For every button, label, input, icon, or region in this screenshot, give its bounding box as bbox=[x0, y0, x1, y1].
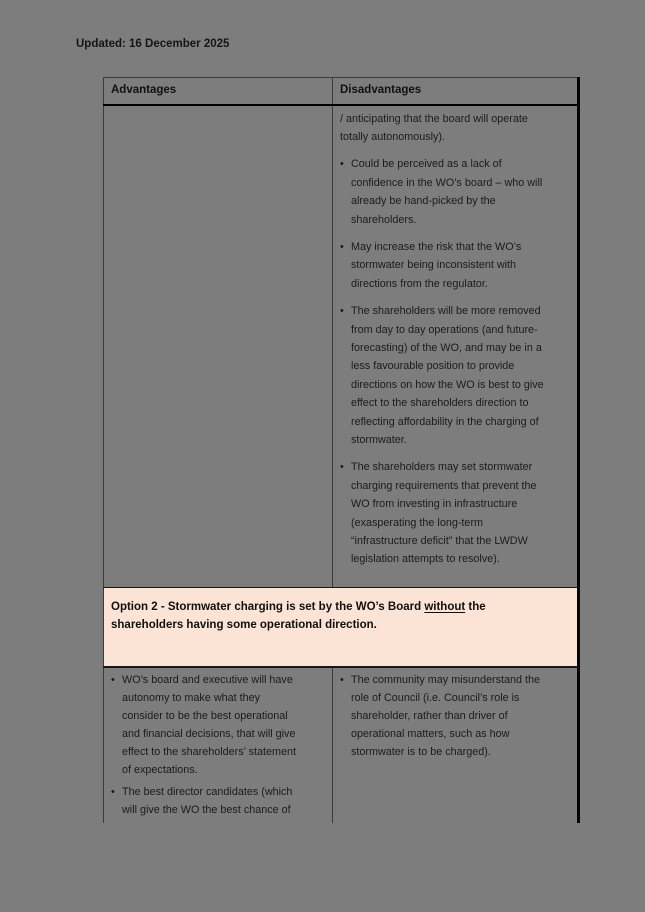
bullet-icon bbox=[340, 302, 351, 449]
disadvantages-cell: The community may misunderstand the role… bbox=[332, 666, 579, 823]
list-item: Could be perceived as a lack of confiden… bbox=[340, 155, 567, 229]
list-item: WO’s board and executive will have auton… bbox=[111, 671, 322, 779]
bullet-icon bbox=[340, 671, 351, 761]
table-header-row: Advantages Disadvantages bbox=[103, 77, 579, 106]
disadvantages-cell: / anticipating that the board will opera… bbox=[332, 104, 579, 588]
advantages-disadvantages-table: Advantages Disadvantages / anticipating … bbox=[103, 77, 580, 823]
advantages-cell-empty bbox=[103, 104, 333, 588]
list-item-text: The community may misunderstand the role… bbox=[351, 673, 541, 758]
continued-paragraph: / anticipating that the board will opera… bbox=[340, 112, 528, 143]
list-item-text: The shareholders may set stormwater char… bbox=[351, 461, 537, 566]
list-item: The best director candidates (which will… bbox=[111, 783, 322, 819]
advantages-column-header: Advantages bbox=[103, 77, 333, 106]
bullet-icon bbox=[111, 671, 122, 779]
disadvantages-list: Could be perceived as a lack of confiden… bbox=[340, 155, 567, 569]
option-2-heading-row: Option 2 - Stormwater charging is set by… bbox=[103, 587, 579, 668]
table-row-option1-continued: / anticipating that the board will opera… bbox=[103, 104, 579, 588]
list-item: The shareholders may set stormwater char… bbox=[340, 458, 567, 568]
list-item: May increase the risk that the WO’s stor… bbox=[340, 238, 567, 293]
option-2-text-before: Option 2 - Stormwater charging is set by… bbox=[111, 601, 425, 613]
list-item-text: Could be perceived as a lack of confiden… bbox=[351, 158, 543, 226]
option-2-heading: Option 2 - Stormwater charging is set by… bbox=[111, 598, 565, 635]
bullet-icon bbox=[340, 155, 351, 229]
option-2-heading-cell: Option 2 - Stormwater charging is set by… bbox=[103, 587, 579, 668]
list-item-text: WO’s board and executive will have auton… bbox=[122, 673, 297, 776]
bullet-icon bbox=[340, 458, 351, 568]
list-item: The shareholders will be more removed fr… bbox=[340, 302, 567, 449]
table-row-option2-body: WO’s board and executive will have auton… bbox=[104, 666, 579, 823]
bullet-icon bbox=[111, 783, 122, 819]
advantages-list: WO’s board and executive will have auton… bbox=[111, 671, 322, 819]
list-item: The community may misunderstand the role… bbox=[340, 671, 567, 761]
bullet-icon bbox=[340, 238, 351, 293]
list-item-text: May increase the risk that the WO’s stor… bbox=[351, 240, 522, 290]
advantages-cell: WO’s board and executive will have auton… bbox=[104, 667, 333, 823]
list-item-text: The shareholders will be more removed fr… bbox=[351, 305, 544, 446]
option-2-text-after: the shareholders having some operational… bbox=[111, 601, 486, 632]
list-item-text: The best director candidates (which will… bbox=[122, 785, 293, 816]
option-2-text-underlined: without bbox=[424, 601, 466, 613]
disadvantages-column-header: Disadvantages bbox=[332, 77, 579, 106]
disadvantages-list: The community may misunderstand the role… bbox=[340, 671, 567, 761]
updated-date-label: Updated: 16 December 2025 bbox=[76, 38, 230, 50]
